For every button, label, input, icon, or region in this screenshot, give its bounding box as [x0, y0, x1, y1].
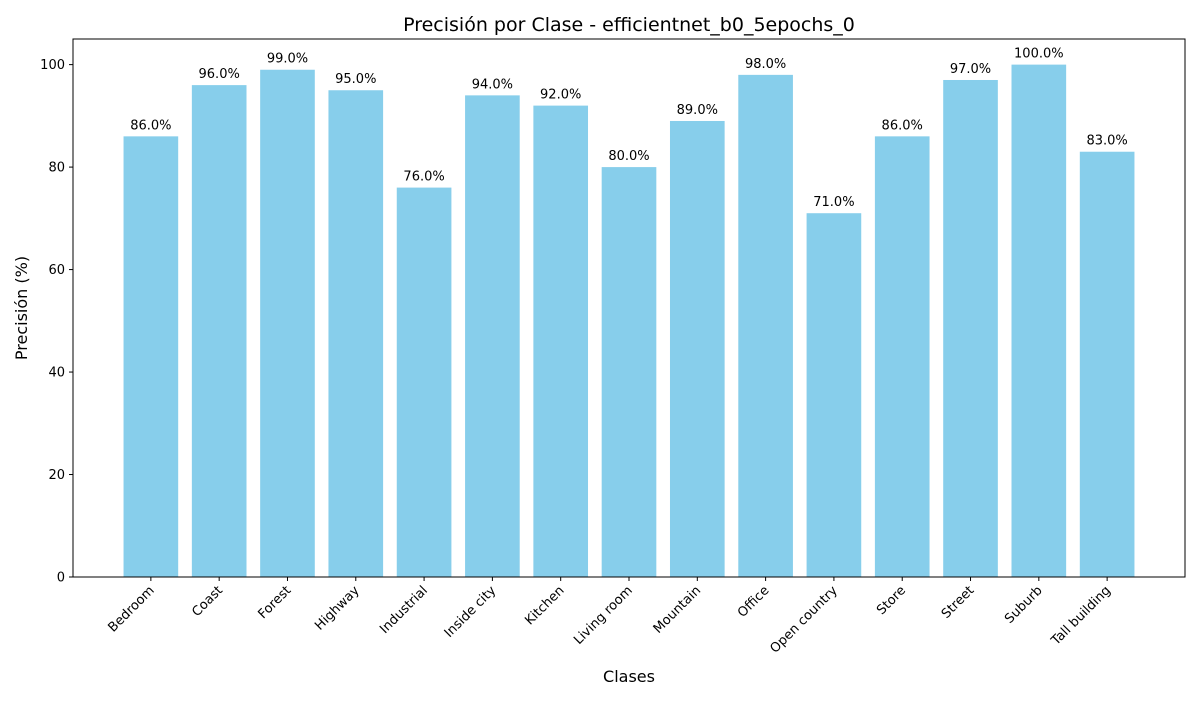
y-axis-label: Precisión (%) — [12, 256, 31, 360]
x-tick-label: Industrial — [377, 583, 431, 637]
x-tick-label: Bedroom — [106, 583, 158, 635]
y-tick-label: 80 — [48, 161, 65, 176]
bars-layer — [123, 64, 1135, 578]
bar-open-country — [806, 213, 862, 577]
x-axis: Bedroom Coast Forest Highway Industrial Insid… — [106, 577, 1114, 656]
data-label: 98.0% — [745, 57, 786, 72]
x-tick-label: Suburb — [1002, 583, 1046, 627]
x-tick-label: Open country — [768, 583, 841, 656]
data-labels-layer: 86.0% 96.0% 99.0% 95.0% 76.0% 94.0% 92.0% 80.0%… — [130, 47, 1128, 211]
data-label: 100.0% — [1014, 47, 1064, 62]
plot-frame — [72, 38, 1186, 578]
x-tick-label: Street — [939, 583, 978, 622]
bar-highway — [328, 90, 384, 577]
bar-forest — [260, 69, 315, 577]
x-tick-label: Kitchen — [522, 583, 567, 628]
data-label: 86.0% — [882, 118, 923, 133]
bar-office — [738, 74, 793, 577]
bar-kitchen — [533, 105, 589, 577]
x-tick-label: Mountain — [651, 583, 704, 636]
data-label: 71.0% — [813, 195, 854, 210]
data-label: 76.0% — [403, 170, 444, 185]
chart-title: Precisión por Clase - efficientnet_b0_5e… — [403, 14, 855, 36]
data-label: 94.0% — [472, 77, 513, 92]
data-label: 95.0% — [335, 72, 376, 87]
data-label: 89.0% — [677, 103, 718, 118]
x-axis-label: Clases — [603, 667, 655, 686]
data-label: 83.0% — [1086, 134, 1127, 149]
bar-suburb — [1011, 64, 1067, 578]
data-label: 80.0% — [608, 149, 649, 164]
x-tick-label: Living room — [571, 583, 636, 648]
data-label: 86.0% — [130, 118, 171, 133]
data-label: 92.0% — [540, 88, 581, 103]
x-tick-label: Highway — [312, 583, 363, 634]
bar-store — [874, 136, 930, 577]
bar-industrial — [396, 187, 452, 578]
bar-bedroom — [123, 136, 179, 577]
x-tick-label: Inside city — [442, 583, 500, 641]
x-tick-label: Office — [735, 583, 772, 620]
x-tick-label: Coast — [189, 583, 226, 620]
data-label: 99.0% — [267, 52, 308, 67]
data-label: 96.0% — [199, 67, 240, 82]
y-axis: 0 20 40 60 80 100 — [40, 58, 73, 586]
y-tick-label: 40 — [48, 366, 65, 381]
y-tick-label: 60 — [48, 263, 65, 278]
bar-mountain — [669, 120, 725, 577]
bar-coast — [191, 85, 247, 577]
bar-street — [943, 79, 998, 577]
y-tick-label: 20 — [48, 468, 65, 483]
y-tick-label: 100 — [40, 58, 65, 73]
x-tick-label: Store — [874, 583, 909, 618]
x-tick-label: Tall building — [1048, 583, 1114, 649]
bar-living-room — [601, 167, 657, 577]
data-label: 97.0% — [950, 62, 991, 77]
x-tick-label: Forest — [255, 583, 294, 622]
y-tick-label: 0 — [57, 571, 65, 586]
bar-inside-city — [465, 95, 520, 577]
bar-tall-building — [1079, 151, 1135, 577]
